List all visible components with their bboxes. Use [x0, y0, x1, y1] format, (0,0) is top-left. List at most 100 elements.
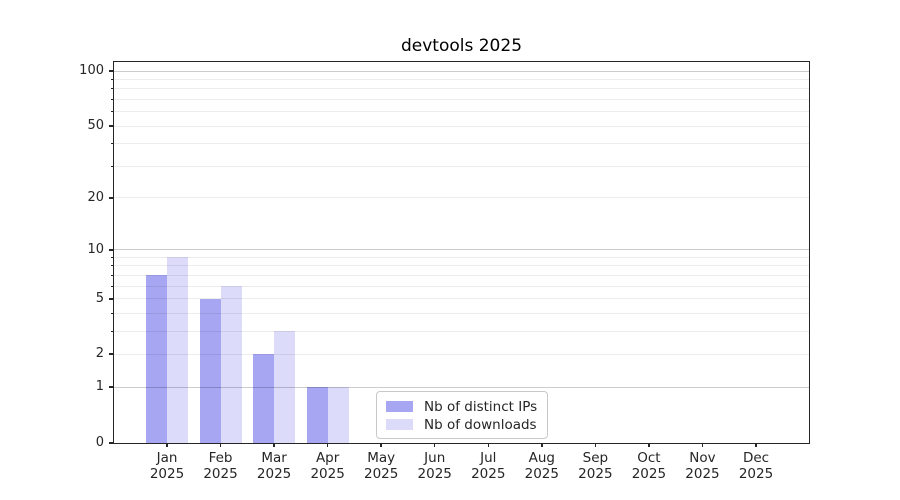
y-tick-mark-minor [110, 256, 113, 258]
x-tick-label: Oct 2025 [617, 450, 681, 482]
y-tick-label: 1 [95, 379, 104, 395]
y-tick-mark [109, 353, 113, 356]
legend-entry-distinct-ips: Nb of distinct IPs [386, 398, 538, 415]
y-tick-mark-minor [110, 165, 113, 167]
x-tick-label: May 2025 [349, 450, 413, 482]
legend-swatch-downloads [386, 419, 413, 430]
y-tick-label: 10 [87, 241, 104, 257]
x-tick-year: 2025 [417, 466, 452, 482]
x-tick-label: Nov 2025 [670, 450, 734, 482]
legend-swatch-distinct-ips [386, 401, 413, 412]
x-tick-mark [433, 443, 436, 447]
x-tick-year: 2025 [685, 466, 720, 482]
y-tick-mark-minor [110, 98, 113, 100]
x-tick-month: Mar [261, 450, 287, 466]
y-tick-label: 0 [95, 435, 104, 450]
x-tick-month: Sep [582, 450, 609, 466]
y-gridline [114, 249, 809, 251]
y-tick-mark [109, 70, 113, 73]
y-gridline [114, 78, 809, 80]
x-tick-mark [219, 443, 222, 447]
y-gridline [114, 70, 809, 72]
bar-feb-s1 [220, 286, 242, 443]
x-tick-month: Jan [156, 450, 178, 466]
y-gridline [114, 143, 809, 145]
y-gridline [114, 125, 809, 127]
legend-entry-downloads: Nb of downloads [386, 416, 537, 433]
x-tick-month: Dec [742, 450, 770, 466]
bar-mar-s1 [274, 331, 296, 443]
y-gridline [114, 265, 809, 267]
y-tick-label: 20 [87, 189, 104, 205]
x-tick-year: 2025 [578, 466, 613, 482]
x-tick-mark [648, 443, 650, 447]
x-tick-month: May [367, 450, 396, 466]
x-tick-mark [594, 443, 597, 447]
x-tick-month: Aug [528, 450, 555, 466]
x-tick-mark [380, 443, 382, 447]
y-tick-mark-minor [110, 111, 113, 113]
y-tick-mark-minor [110, 285, 113, 287]
y-gridline [114, 285, 809, 287]
x-tick-mark [541, 443, 543, 447]
y-tick-mark [109, 386, 113, 389]
x-tick-year: 2025 [363, 466, 399, 482]
x-tick-mark [755, 443, 757, 447]
y-tick-mark [109, 125, 113, 128]
x-tick-year: 2025 [256, 466, 292, 482]
x-tick-month: Feb [208, 450, 233, 466]
x-tick-mark [487, 443, 490, 447]
bar-feb-s0 [199, 298, 221, 443]
y-tick-mark [109, 297, 113, 300]
y-tick-mark-minor [110, 143, 113, 145]
y-tick-label: 2 [95, 346, 104, 362]
bar-jan-s0 [146, 275, 167, 443]
x-tick-mark [701, 443, 704, 447]
legend: Nb of distinct IPs Nb of downloads [376, 391, 548, 439]
x-tick-year: 2025 [524, 466, 559, 482]
y-gridline [114, 88, 809, 90]
bar-jan-s1 [167, 257, 188, 443]
bar-apr-s1 [327, 387, 349, 443]
chart-title: devtools 2025 [400, 36, 523, 56]
y-tick-mark-minor [110, 312, 113, 314]
x-tick-mark [166, 443, 168, 447]
x-tick-mark [326, 443, 329, 447]
y-tick-mark [109, 196, 113, 199]
x-tick-month: Jul [480, 450, 497, 466]
y-tick-mark-minor [110, 265, 113, 267]
bar-mar-s0 [253, 354, 275, 443]
x-tick-month: Nov [689, 450, 716, 466]
x-tick-month: Oct [637, 450, 661, 466]
y-gridline [114, 98, 809, 100]
x-tick-year: 2025 [149, 466, 185, 482]
x-tick-year: 2025 [471, 466, 506, 482]
y-tick-mark-minor [110, 78, 113, 80]
y-tick-label: 5 [95, 290, 104, 306]
x-tick-label: Feb 2025 [189, 450, 253, 482]
x-tick-label: Sep 2025 [563, 450, 627, 482]
y-tick-mark-minor [110, 330, 113, 332]
x-tick-month: Apr [315, 450, 340, 466]
y-tick-label: 50 [87, 118, 104, 134]
y-gridline [114, 165, 809, 167]
x-tick-label: Jun 2025 [403, 450, 467, 482]
y-gridline [114, 256, 809, 258]
x-tick-year: 2025 [310, 466, 345, 482]
y-tick-mark-minor [110, 274, 113, 276]
x-tick-year: 2025 [631, 466, 667, 482]
x-tick-label: Jan 2025 [135, 450, 199, 482]
legend-label-distinct-ips: Nb of distinct IPs [424, 398, 538, 415]
y-tick-mark [109, 248, 113, 251]
x-tick-label: Jul 2025 [456, 450, 520, 482]
y-gridline [114, 274, 809, 276]
x-tick-mark [273, 443, 275, 447]
x-tick-year: 2025 [738, 466, 774, 482]
y-gridline [114, 197, 809, 199]
bar-apr-s0 [306, 387, 328, 443]
x-tick-label: Apr 2025 [296, 450, 360, 482]
y-gridline [114, 111, 809, 113]
y-tick-label: 100 [79, 63, 104, 79]
legend-label-downloads: Nb of downloads [424, 416, 537, 433]
